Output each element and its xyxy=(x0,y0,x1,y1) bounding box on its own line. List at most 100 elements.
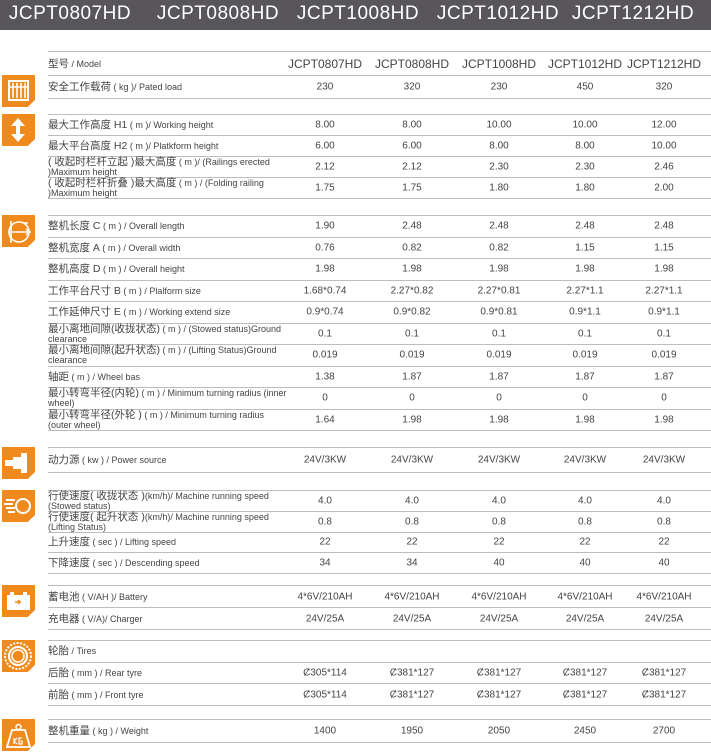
spec-value: 1.87 xyxy=(575,371,595,383)
table-row: 最小转弯半径(内轮) ( m ) / Minimum turning radiu… xyxy=(48,388,711,410)
spec-value: 6.00 xyxy=(402,140,422,152)
spec-value: Ȼ381*127 xyxy=(389,689,435,701)
spec-label-en: ( m ) / Working extend size xyxy=(120,307,231,318)
spec-label: ( 收起时栏杆折叠 )最大高度 ( m ) / (Folding railing… xyxy=(48,178,288,198)
spec-label: 行使速度( 起升状态 )(km/h)/ Machine running spee… xyxy=(48,510,288,532)
spec-label: 最大平台高度 H2 ( m )/ Platkform height xyxy=(48,141,219,152)
spec-value: 1.90 xyxy=(315,220,335,232)
spec-value: 24V/25A xyxy=(305,613,345,624)
spec-group: 整机长度 C ( m ) / Overall length 1.90 2.48 2.4… xyxy=(48,215,711,431)
spec-label: 最小转弯半径(内轮) ( m ) / Minimum turning radiu… xyxy=(48,388,288,408)
spec-value: 2.46 xyxy=(654,161,674,173)
spec-value: 0.1 xyxy=(318,328,332,340)
spec-value: 24V/3KW xyxy=(303,454,347,466)
spec-label-en: ( m ) / (Folding railing )Maximum height xyxy=(48,178,264,198)
spec-label: 上升速度 ( sec ) / Lifting speed xyxy=(48,537,177,548)
spec-group: 整机重量 ( kg ) / Weight 1400 1950 2050 2450 2700 xyxy=(48,719,711,743)
spec-label: 轴距 ( m ) / Wheel bas xyxy=(48,372,140,383)
spec-label: 安全工作载荷 ( kg )/ Pated load xyxy=(48,81,182,93)
spec-label: 最小离地间隙(起升状态) ( m ) / (Lifting Status)Gro… xyxy=(48,345,288,365)
spec-value: 2700 xyxy=(652,725,676,737)
spec-value: 0.019 xyxy=(486,349,512,361)
model-header-bar: JCPT0807HD JCPT0808HD JCPT1008HD JCPT1012HD… xyxy=(0,0,711,30)
spec-value: 1950 xyxy=(400,725,424,737)
spec-value: 1.98 xyxy=(654,263,674,275)
spec-value: 22 xyxy=(319,536,331,548)
spec-label-zh: 充电器 xyxy=(48,612,80,625)
spec-value: Ȼ381*127 xyxy=(562,689,608,701)
spec-value: 1.98 xyxy=(315,263,335,275)
spec-label-zh: 安全工作载荷 xyxy=(48,81,111,93)
spec-value: 2.48 xyxy=(654,220,674,232)
spec-label-en: ( m )/ Platkform height xyxy=(127,141,219,151)
spec-value: 1.80 xyxy=(489,182,509,194)
spec-label: 整机长度 C ( m ) / Overall length xyxy=(48,221,185,232)
spec-value: 4*6V/210AH xyxy=(471,591,527,602)
spec-value: 0.019 xyxy=(312,349,338,361)
spec-label: 行使速度( 收拢状态 )(km/h)/ Machine running spee… xyxy=(48,491,288,511)
speed-icon xyxy=(2,490,35,522)
spec-label-en: (km/h)/ Machine running speed (Lifting S… xyxy=(48,511,269,532)
spec-value: 320 xyxy=(655,81,673,93)
table-row: 前胎 ( mm ) / Front tyre Ȼ305*114 Ȼ381*127 Ȼ3… xyxy=(48,684,711,707)
spec-value: 4*6V/210AH xyxy=(557,591,613,602)
spec-value: 1.98 xyxy=(402,263,422,275)
battery-icon xyxy=(2,585,35,617)
spec-label-zh: 型号 xyxy=(48,57,69,70)
spec-label-zh: 行使速度( 起升状态 ) xyxy=(48,510,145,523)
spec-value: 0.9*0.81 xyxy=(480,306,518,318)
spec-value: 1.75 xyxy=(315,182,335,194)
table-row: 最大平台高度 H2 ( m )/ Platkform height 6.00 6.0… xyxy=(48,136,711,157)
spec-label-zh: 行使速度( 收拢状态 ) xyxy=(48,489,145,502)
spec-value: 24V/25A xyxy=(392,613,432,624)
spec-value: JCPT1012HD xyxy=(547,56,623,71)
spec-value: 1.15 xyxy=(654,242,674,254)
spec-value: 24V/3KW xyxy=(477,454,521,466)
spec-value: 22 xyxy=(658,536,670,548)
spec-value: 1.64 xyxy=(315,414,335,426)
spec-value: 2.27*0.81 xyxy=(477,285,521,297)
spec-label-en: ( m ) / (Stowed status)Ground clearance xyxy=(48,323,282,344)
spec-value: 24V/3KW xyxy=(390,454,434,466)
spec-value: 0.9*0.74 xyxy=(306,306,344,318)
spec-value: Ȼ381*127 xyxy=(562,667,608,679)
spec-value: 24V/25A xyxy=(479,613,519,624)
spec-value: 1.98 xyxy=(575,263,595,275)
spec-label-en: / Model xyxy=(69,58,102,69)
spec-value: 40 xyxy=(579,557,591,569)
spec-label-en: ( sec ) / Descending speed xyxy=(90,558,200,569)
spec-value: 22 xyxy=(579,536,591,548)
spec-label-zh: 蓄电池 xyxy=(48,590,80,603)
spec-value: 1.98 xyxy=(489,263,509,275)
spec-label-zh: 最大工作高度 H1 xyxy=(48,119,128,131)
weight-kg-icon xyxy=(2,719,35,751)
spec-label: 轮胎 / Tires xyxy=(48,646,96,657)
spec-value: 1.87 xyxy=(402,371,422,383)
spec-label-en: ( sec ) / Lifting speed xyxy=(90,537,177,548)
table-row: 行使速度( 起升状态 )(km/h)/ Machine running spee… xyxy=(48,510,711,533)
spec-value: Ȼ381*127 xyxy=(641,667,687,679)
table-row: 最小离地间隙(收拢状态) ( m ) / (Stowed status)Grou… xyxy=(48,323,711,345)
spec-value: 1400 xyxy=(313,725,337,737)
table-row: ( 收起时栏杆立起 )最大高度 ( m )/ (Railings erected… xyxy=(48,157,711,178)
header-model-0: JCPT0807HD xyxy=(8,3,132,24)
table-row: 最小转弯半径(外轮 ) ( m ) / Minimum turning radi… xyxy=(48,410,711,431)
spec-value: Ȼ381*127 xyxy=(476,667,522,679)
spec-label-en: ( kw ) / Power source xyxy=(79,455,167,465)
spec-value: 4.0 xyxy=(318,495,332,507)
spec-value: 320 xyxy=(403,81,421,93)
spec-value: 24V/25A xyxy=(565,613,605,624)
spec-value: 2.12 xyxy=(402,161,422,173)
table-row: 工作平台尺寸 B ( m ) / Plalform size 1.68*0.74 2… xyxy=(48,281,711,302)
spec-value: 0.019 xyxy=(572,349,598,361)
table-row: 整机高度 D ( m ) / Overall height 1.98 1.98 1.9… xyxy=(48,259,711,281)
spec-value: JCPT1008HD xyxy=(461,56,537,71)
spec-label: 下降速度 ( sec ) / Descending speed xyxy=(48,558,200,569)
spec-value: 10.00 xyxy=(651,140,677,152)
spec-label-zh: 整机重量 xyxy=(48,725,90,737)
spec-value: 0.82 xyxy=(402,242,422,254)
spec-value: Ȼ305*114 xyxy=(303,689,347,701)
spec-value: 0.019 xyxy=(651,349,677,361)
spec-value: 4.0 xyxy=(578,495,592,507)
spec-label: 工作平台尺寸 B ( m ) / Plalform size xyxy=(48,286,201,297)
